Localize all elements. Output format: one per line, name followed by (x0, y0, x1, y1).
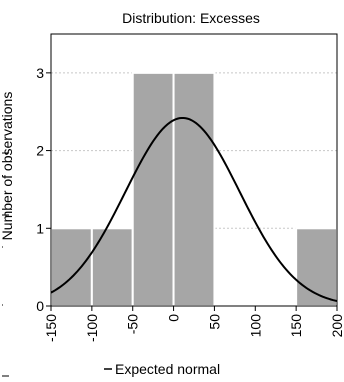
x-tick-label: -50 (125, 314, 141, 334)
x-tick-label: 0 (166, 314, 182, 322)
y-axis-label: Number of observations (0, 92, 15, 241)
x-tick-label: 150 (288, 314, 304, 338)
x-tick-label: -150 (43, 314, 59, 342)
left-edge-fragments (2, 152, 9, 377)
x-tick-label: 100 (247, 314, 263, 338)
histogram-bar (50, 227, 93, 308)
legend-label: Expected normal (115, 361, 220, 377)
y-axis-ticks: 0 1 2 3 (36, 65, 51, 314)
x-axis-ticks: -150 -100 -50 0 50 100 150 200 (43, 306, 344, 342)
expected-normal-curve (50, 116, 338, 303)
chart-title: Distribution: Excesses (122, 10, 260, 26)
x-tick-label: -100 (84, 314, 100, 342)
histogram-bar (90, 227, 134, 308)
y-tick-label: 3 (36, 65, 44, 81)
y-tick-label: 2 (36, 143, 44, 159)
plot-frame (50, 33, 338, 307)
histogram-bar (131, 71, 175, 307)
legend: Expected normal (104, 361, 220, 377)
y-tick-label: 1 (36, 220, 44, 236)
x-tick-label: 200 (329, 314, 344, 338)
histogram-bars (50, 71, 338, 308)
histogram-bar (172, 71, 216, 307)
y-tick-label: 0 (36, 298, 44, 314)
x-tick-label: 50 (206, 314, 222, 330)
